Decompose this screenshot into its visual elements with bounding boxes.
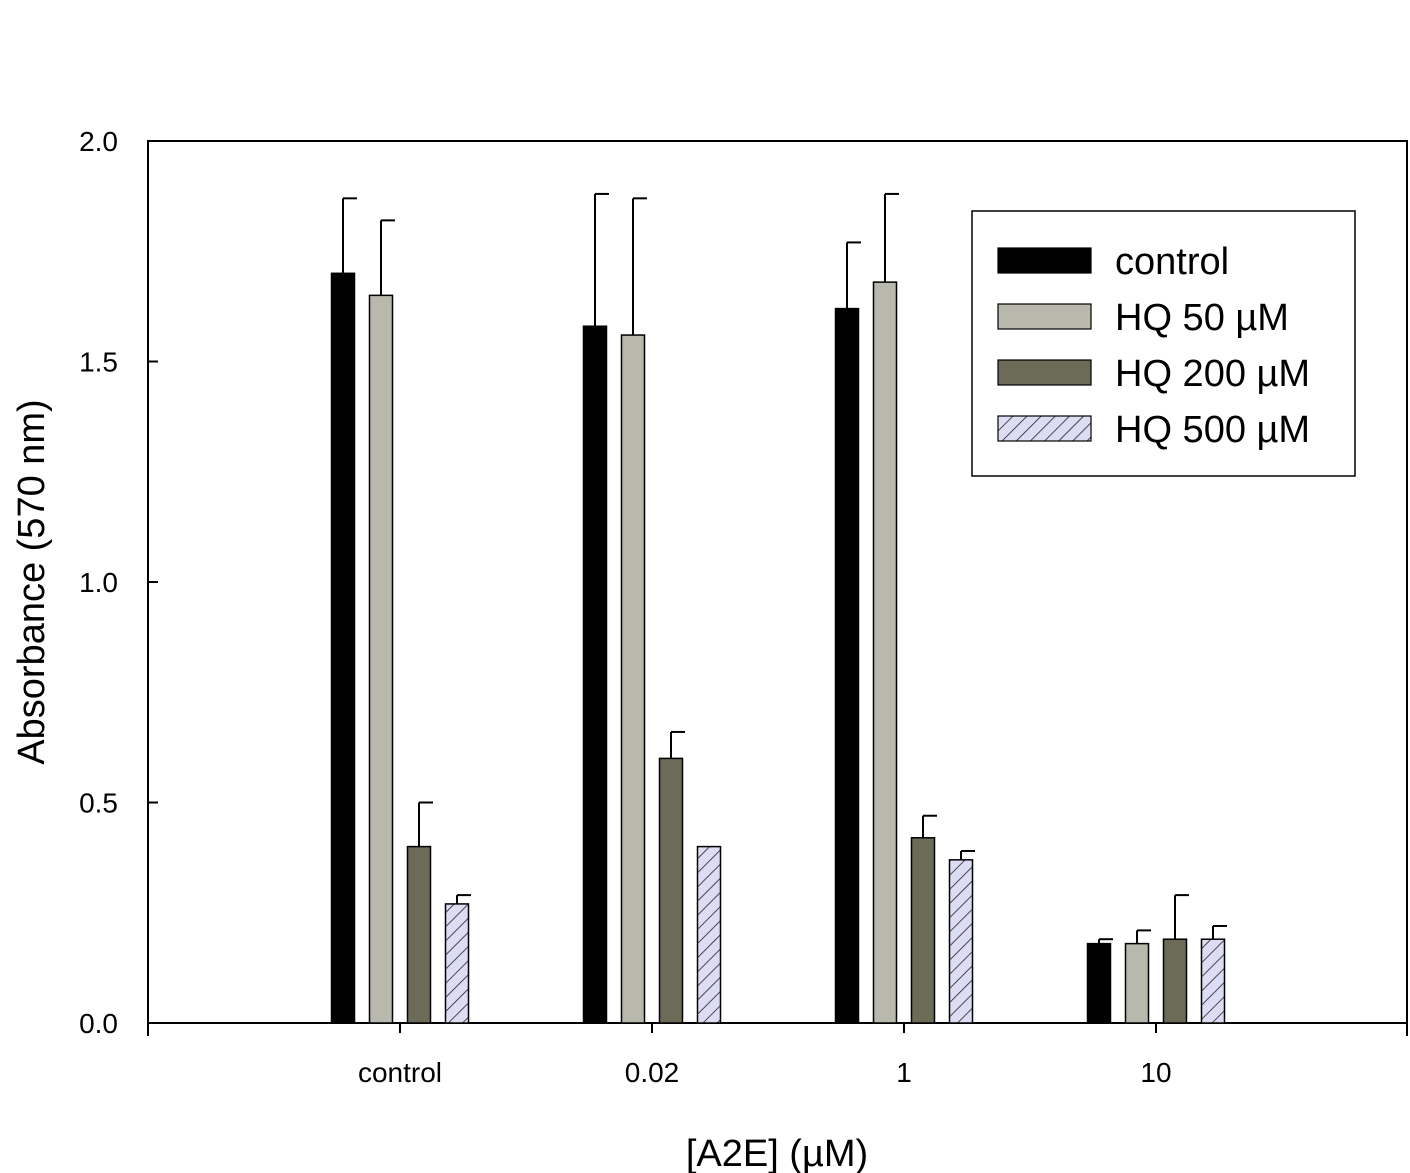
bar-series-2-cat-2 — [910, 837, 936, 1024]
x-axis: control 0.02 1 10 — [147, 1023, 1408, 1088]
y-tick-label: 0.5 — [79, 788, 118, 819]
legend-label: HQ 200 µM — [1115, 353, 1310, 395]
bar-series-3-cat-3 — [1200, 938, 1226, 1024]
y-tick-label: 1.0 — [79, 567, 118, 598]
bar-series-0-cat-3 — [1086, 942, 1112, 1024]
y-axis: 0.0 0.5 1.0 1.5 2.0 — [79, 126, 158, 1039]
bar-series-2-cat-3 — [1162, 938, 1188, 1024]
bar-series-2-cat-1 — [658, 757, 684, 1024]
y-tick-label: 0.0 — [79, 1008, 118, 1039]
legend-swatch — [997, 303, 1092, 330]
legend-label: HQ 50 µM — [1115, 297, 1289, 339]
legend: control HQ 50 µM HQ 200 µM HQ 500 µM — [971, 210, 1356, 477]
bar-series-3-cat-0 — [444, 903, 470, 1024]
bar-series-1-cat-3 — [1124, 942, 1150, 1024]
legend-label: HQ 500 µM — [1115, 409, 1310, 451]
bar-series-2-cat-0 — [406, 845, 432, 1024]
bar-series-0-cat-2 — [834, 307, 860, 1024]
legend-swatch — [997, 359, 1092, 386]
legend-label: control — [1115, 241, 1229, 283]
bar-series-1-cat-2 — [872, 281, 898, 1024]
bar-series-3-cat-1 — [696, 845, 722, 1024]
x-tick-label: control — [358, 1057, 442, 1088]
error-bars-layer — [342, 192, 1227, 944]
x-tick-label: 0.02 — [625, 1057, 680, 1088]
y-tick-label: 1.5 — [79, 347, 118, 378]
x-tick-label: 10 — [1140, 1057, 1171, 1088]
bar-series-1-cat-0 — [368, 294, 394, 1024]
bar-series-0-cat-0 — [330, 272, 356, 1024]
y-tick-label: 2.0 — [79, 126, 118, 157]
x-tick-label: 1 — [896, 1057, 912, 1088]
bar-series-1-cat-1 — [620, 334, 646, 1024]
legend-swatch — [997, 247, 1092, 274]
bar-series-0-cat-1 — [582, 325, 608, 1024]
bar-series-3-cat-2 — [948, 859, 974, 1024]
y-axis-title: Absorbance (570 nm) — [11, 399, 53, 764]
bars-layer — [330, 272, 1226, 1024]
x-axis-title: [A2E] (µM) — [686, 1133, 868, 1173]
legend-swatch — [997, 415, 1092, 442]
